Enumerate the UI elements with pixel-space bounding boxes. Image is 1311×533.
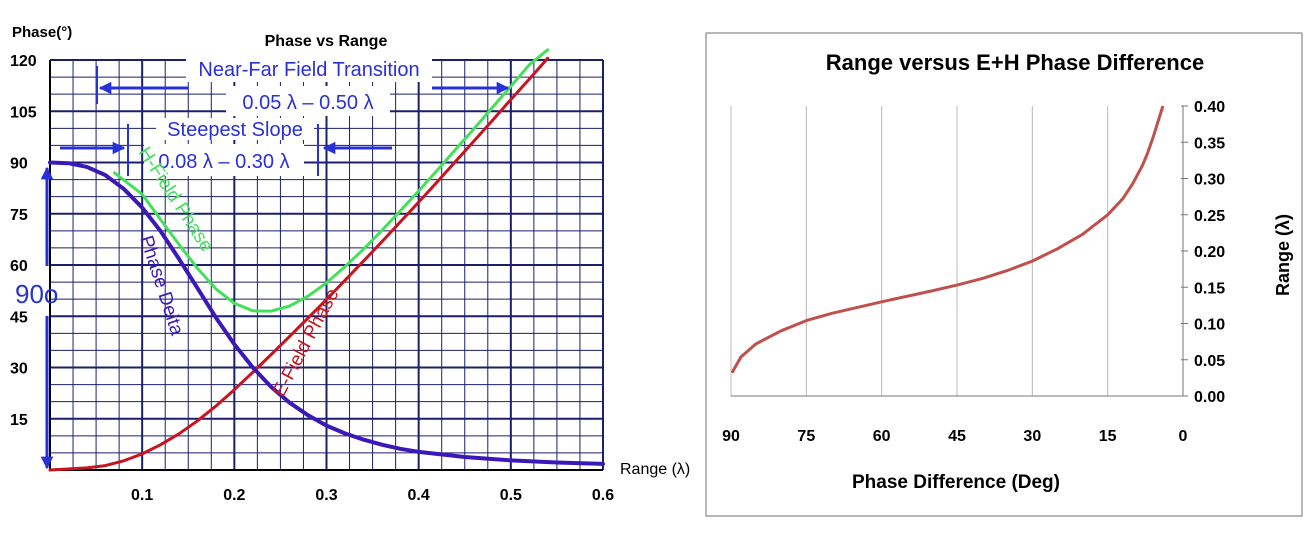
left-x-tick-label: 0.3 <box>315 487 337 504</box>
phase-delta-series-line <box>48 160 605 466</box>
range-vs-phase-difference-chart: 90 75 60 45 30 15 0 0.00 0.05 0.10 0.15 0.20 0.25 0.3… <box>705 32 1303 517</box>
near-far-range-label: 0.05 λ – 0.50 λ <box>242 92 373 114</box>
left-tick-labels: 0.1 0.2 0.3 0.4 0.5 0.6 15 30 45 60 75 90 105 120 <box>10 53 614 504</box>
left-x-tick-label: 0.6 <box>592 487 614 504</box>
left-y-tick-label: 15 <box>10 412 28 429</box>
range-vs-phase-difference-series-line <box>730 105 1165 374</box>
right-y-tick-label: 0.25 <box>1194 208 1225 225</box>
near-far-range-background <box>226 86 390 116</box>
e-field-phase-series-line <box>48 56 550 472</box>
right-y-tick-label: 0.05 <box>1194 353 1225 370</box>
left-y-tick-label: 75 <box>10 207 28 224</box>
left-y-tick-label: 60 <box>10 258 28 275</box>
near-far-label-background <box>186 58 432 82</box>
left-x-tick-label: 0.2 <box>223 487 245 504</box>
steepest-label-background <box>156 118 314 140</box>
right-y-tick-label: 0.20 <box>1194 244 1225 261</box>
ninety-degree-label: 90o <box>15 279 58 309</box>
right-x-tick-label: 60 <box>873 428 891 445</box>
left-series <box>48 48 605 472</box>
steepest-range-label: 0.08 λ – 0.30 λ <box>158 151 289 173</box>
left-chart-title: Phase vs Range <box>265 33 388 50</box>
right-y-tick-label: 0.35 <box>1194 135 1225 152</box>
right-grid <box>730 105 1188 397</box>
right-y-tick-label: 0.15 <box>1194 280 1225 297</box>
left-x-axis-label: Range (λ) <box>620 461 690 478</box>
left-x-tick-label: 0.1 <box>131 487 153 504</box>
right-x-tick-label: 45 <box>948 428 966 445</box>
right-x-axis-label: Phase Difference (Deg) <box>852 472 1060 493</box>
phase-vs-range-chart: 0.1 0.2 0.3 0.4 0.5 0.6 15 30 45 60 75 90 105 120 Pha… <box>10 24 690 504</box>
right-x-tick-label: 15 <box>1099 428 1117 445</box>
right-y-tick-label: 0.30 <box>1194 172 1225 189</box>
h-field-phase-series-line <box>113 48 550 313</box>
near-far-transition-label: Near-Far Field Transition <box>198 59 419 81</box>
left-y-tick-label: 90 <box>10 156 28 173</box>
right-y-axis-label: Range (λ) <box>1273 214 1293 296</box>
right-y-tick-label: 0.40 <box>1194 99 1225 116</box>
right-x-tick-label: 0 <box>1179 428 1188 445</box>
steepest-slope-label: Steepest Slope <box>167 119 303 141</box>
right-x-tick-label: 90 <box>722 428 740 445</box>
left-x-tick-label: 0.5 <box>500 487 522 504</box>
right-y-tick-label: 0.10 <box>1194 317 1225 334</box>
left-y-tick-label: 45 <box>10 309 28 326</box>
left-y-tick-label: 105 <box>10 104 37 121</box>
left-grid <box>49 59 604 471</box>
left-y-axis-label: Phase(°) <box>12 24 72 41</box>
right-chart-frame <box>705 32 1303 517</box>
right-x-tick-label: 75 <box>797 428 815 445</box>
left-x-tick-label: 0.4 <box>408 487 430 504</box>
left-axes <box>49 60 603 471</box>
left-y-tick-label: 30 <box>10 361 28 378</box>
right-y-tick-label: 0.00 <box>1194 389 1225 406</box>
left-y-tick-label: 120 <box>10 53 37 70</box>
right-x-tick-label: 30 <box>1023 428 1041 445</box>
right-series <box>730 105 1165 374</box>
steepest-range-background <box>144 144 304 176</box>
right-chart-title: Range versus E+H Phase Difference <box>826 50 1204 75</box>
right-tick-labels: 90 75 60 45 30 15 0 0.00 0.05 0.10 0.15 0.20 0.25 0.3… <box>722 99 1225 445</box>
